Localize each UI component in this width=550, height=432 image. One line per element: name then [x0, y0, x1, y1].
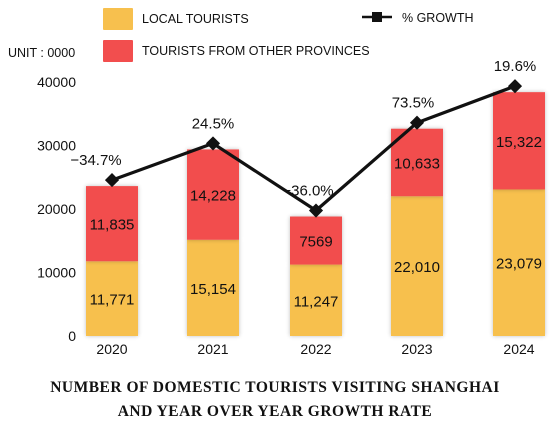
growth-point: [308, 203, 324, 218]
growth-point: [507, 79, 523, 94]
bar-tourists-other-provinces: [86, 186, 138, 262]
bar-local-tourists: [391, 196, 443, 336]
legend-swatch-local: [103, 8, 133, 30]
bar-label-local-tourists: 23,079: [496, 256, 542, 273]
bar-tourists-other-provinces: [493, 92, 545, 190]
x-tick-label: 2021: [197, 341, 228, 357]
bar-label-local-tourists: 11,771: [90, 292, 135, 309]
bar-tourists-other-provinces: [290, 216, 342, 265]
growth-point: [104, 173, 120, 188]
bar-label-local-tourists: 22,010: [394, 259, 440, 276]
bar-tourists-other-provinces: [187, 149, 239, 240]
bars: 11,771 11,835 15,154 14,228 11,247 7569 22,010…: [86, 92, 545, 336]
bar-label-local-tourists: 11,247: [294, 293, 339, 310]
y-tick-label: 40000: [37, 74, 76, 90]
chart-title-line-1: NUMBER OF DOMESTIC TOURISTS VISITING SHA…: [50, 379, 500, 396]
growth-label: 24.5%: [192, 115, 235, 132]
bar-local-tourists: [290, 264, 342, 336]
legend-marker-growth: [372, 12, 382, 22]
legend-swatch-other-provinces: [103, 40, 133, 62]
y-tick-label: 10000: [37, 265, 76, 281]
bar-label-tourists-other-provinces: 11,835: [90, 217, 135, 234]
x-tick-label: 2020: [96, 341, 127, 357]
x-axis: 2020 2021 2022 2023 2024: [96, 341, 534, 357]
legend-label-other-provinces: TOURISTS FROM OTHER PROVINCES: [142, 44, 370, 58]
bar-tourists-other-provinces: [391, 128, 443, 197]
y-tick-label: 20000: [37, 201, 76, 217]
y-axis: 0 10000 20000 30000 40000: [37, 74, 76, 344]
growth-point: [205, 136, 221, 151]
growth-label: 73.5%: [392, 95, 435, 112]
growth-point: [409, 115, 425, 130]
legend: LOCAL TOURISTS % GROWTH TOURISTS FROM OT…: [103, 8, 474, 62]
bar-label-tourists-other-provinces: 10,633: [394, 155, 440, 172]
legend-label-local: LOCAL TOURISTS: [142, 12, 249, 26]
x-tick-label: 2023: [401, 341, 432, 357]
bar-local-tourists: [493, 189, 545, 336]
bar-local-tourists: [187, 239, 239, 336]
x-tick-label: 2022: [300, 341, 331, 357]
x-tick-label: 2024: [503, 341, 534, 357]
bar-label-local-tourists: 15,154: [190, 281, 236, 298]
chart-title-line-2: AND YEAR OVER YEAR GROWTH RATE: [118, 403, 433, 420]
growth-label: 19.6%: [494, 58, 537, 75]
growth-label: −34.7%: [70, 152, 121, 169]
y-tick-label: 0: [68, 328, 76, 344]
bar-label-tourists-other-provinces: 15,322: [496, 134, 542, 151]
bar-label-tourists-other-provinces: 7569: [299, 234, 332, 251]
y-tick-label: 30000: [37, 138, 76, 154]
unit-label: UNIT : 0000: [8, 46, 75, 60]
bar-local-tourists: [86, 261, 138, 336]
growth-line: −34.7% 24.5% −36.0% 73.5% 19.6%: [70, 58, 537, 218]
legend-label-growth: % GROWTH: [402, 11, 474, 25]
growth-label: −36.0%: [282, 183, 333, 200]
bar-label-tourists-other-provinces: 14,228: [190, 188, 236, 205]
